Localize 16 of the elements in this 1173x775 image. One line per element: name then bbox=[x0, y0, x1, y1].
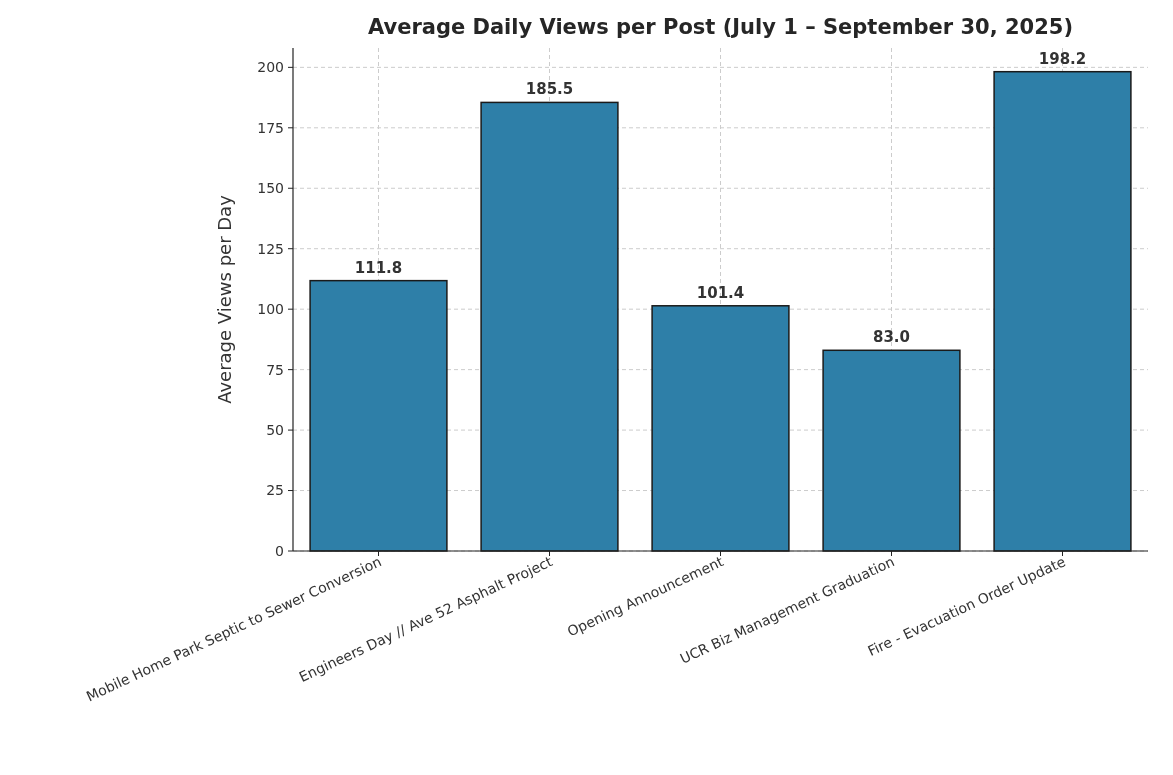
data-label: 101.4 bbox=[696, 283, 745, 302]
y-tick-label: 100 bbox=[257, 301, 284, 318]
y-tick-label: 125 bbox=[257, 240, 284, 257]
y-axis-title: Average Views per Day bbox=[214, 194, 235, 404]
data-label: 185.5 bbox=[525, 80, 574, 99]
y-tick-label: 75 bbox=[266, 361, 284, 378]
y-tick-label: 50 bbox=[266, 421, 284, 438]
y-tick-label: 25 bbox=[266, 482, 284, 499]
y-tick-label: 175 bbox=[257, 119, 284, 136]
data-label: 111.8 bbox=[354, 258, 403, 277]
y-tick-label: 150 bbox=[257, 180, 284, 197]
chart-title: Average Daily Views per Post (July 1 – September 30, 2025) bbox=[367, 15, 1074, 39]
y-tick-label: 200 bbox=[257, 59, 284, 76]
y-tick-label: 0 bbox=[275, 542, 284, 559]
data-label: 198.2 bbox=[1038, 49, 1087, 68]
data-label: 83.0 bbox=[872, 328, 911, 347]
